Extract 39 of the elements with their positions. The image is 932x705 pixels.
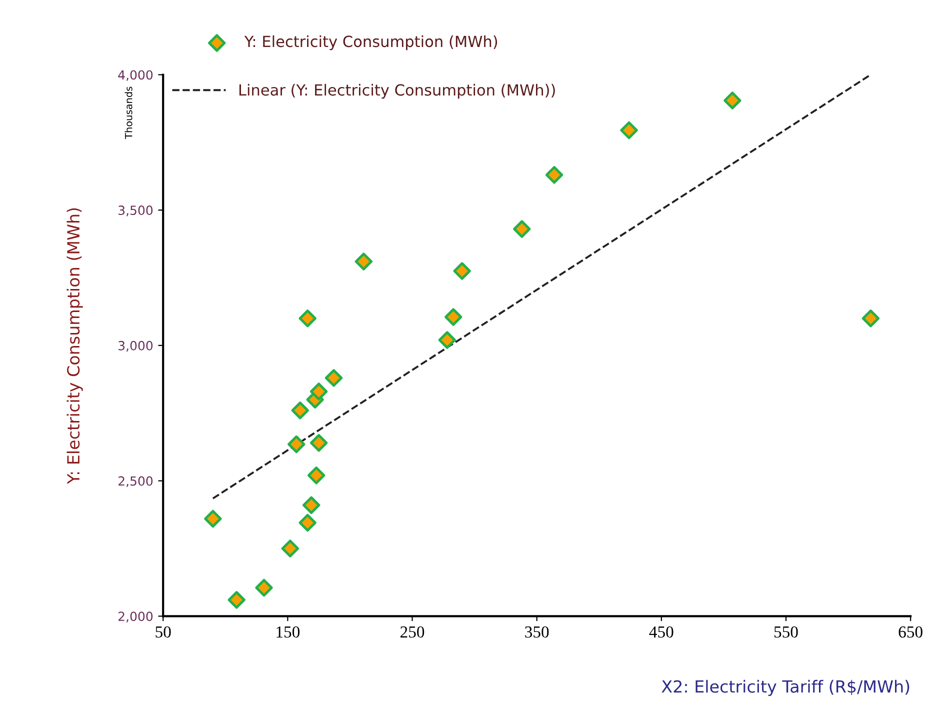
point — [513, 220, 531, 238]
x-tick-label: 50 — [156, 626, 171, 638]
point — [724, 92, 742, 110]
point — [255, 578, 273, 597]
x-tick-label: 250 — [400, 626, 424, 638]
x-tick-label: 350 — [525, 626, 549, 638]
y-tick-label: 4,000 — [118, 70, 153, 81]
x-tick-label: 150 — [276, 626, 300, 638]
y-tick-label: 3,500 — [118, 206, 153, 216]
point — [862, 310, 880, 328]
point — [310, 434, 328, 452]
x-tick-label: 650 — [898, 626, 922, 638]
text: Thousands — [124, 86, 132, 139]
point — [310, 382, 328, 400]
point — [354, 252, 373, 270]
x-tick-label: 450 — [649, 626, 674, 638]
point — [298, 514, 316, 532]
point — [307, 466, 326, 484]
point — [620, 121, 638, 140]
point — [324, 369, 343, 387]
point — [545, 166, 564, 184]
legend-label: Y: Electricity Consumption (MWh) — [244, 35, 498, 50]
point — [444, 308, 462, 326]
legend-label: Linear (Y: Electricity Consumption (MWh)) — [239, 84, 555, 99]
point — [288, 435, 306, 454]
x-axis-title: X2: Electricity Tariff (R$/MWh) — [662, 680, 910, 696]
point — [228, 591, 246, 609]
point — [302, 496, 320, 514]
point — [281, 540, 300, 558]
y-tick-label: 2,000 — [118, 612, 153, 622]
point — [438, 331, 456, 349]
x-tick-label: 550 — [774, 626, 798, 638]
point — [453, 262, 471, 280]
y-axis-title: Y: Electricity Consumption (MWh) — [66, 208, 83, 484]
y-tick-label: 2,500 — [118, 476, 153, 488]
y-tick-label: 3,000 — [118, 340, 153, 352]
point — [204, 510, 222, 528]
point — [291, 402, 309, 420]
point — [298, 310, 316, 328]
